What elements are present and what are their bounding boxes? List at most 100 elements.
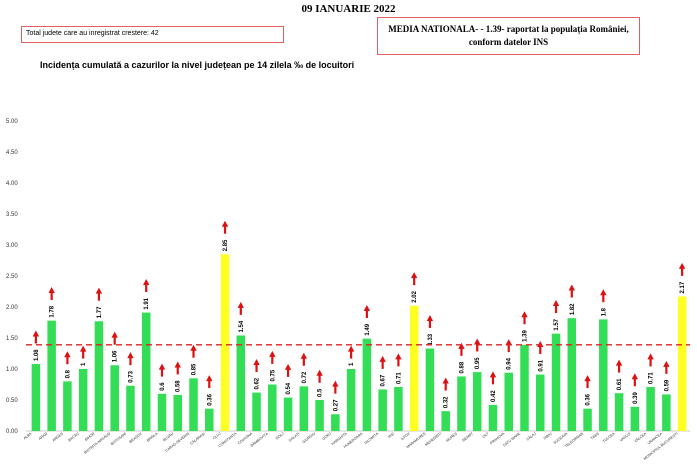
bar xyxy=(110,365,119,431)
category-label: ARGEȘ xyxy=(52,431,65,442)
increase-arrow-head xyxy=(143,278,150,285)
bar xyxy=(173,395,182,431)
value-label: 1.77 xyxy=(97,306,103,318)
category-label: GALAȚI xyxy=(288,432,301,443)
bar xyxy=(583,408,592,431)
value-label: 0.39 xyxy=(633,391,639,403)
bar xyxy=(283,397,293,431)
bar xyxy=(662,394,671,431)
value-label: 0.72 xyxy=(302,371,308,383)
increase-arrow-head xyxy=(600,289,607,296)
bar xyxy=(47,320,56,431)
value-label: 2.17 xyxy=(680,281,686,293)
category-label: VASLUI xyxy=(619,432,631,443)
increase-arrow-head xyxy=(237,301,244,308)
increase-arrow-head xyxy=(521,311,528,318)
chart-title: Incidența cumulată a cazurilor la nivel … xyxy=(40,60,355,70)
increase-arrow-head xyxy=(206,375,213,382)
report-date: 09 IANUARIE 2022 xyxy=(301,3,396,15)
category-label: TIMIȘ xyxy=(590,431,600,440)
increase-arrow-head xyxy=(111,331,118,338)
increase-arrow-head xyxy=(347,345,355,352)
growth-counties-text: Total judete care au inregistrat crester… xyxy=(26,30,159,37)
increase-arrow-head xyxy=(442,377,449,384)
value-label: 0.6 xyxy=(160,382,166,391)
increase-arrow-head xyxy=(647,353,654,360)
increase-arrow-head xyxy=(300,352,308,359)
category-label: IAȘI xyxy=(387,432,395,439)
bar xyxy=(599,319,608,431)
increase-arrow-head xyxy=(537,340,544,347)
bar xyxy=(299,386,309,431)
value-label: 0.5 xyxy=(318,388,324,397)
value-label: 1.91 xyxy=(144,297,150,309)
increase-arrow-head xyxy=(32,330,40,337)
value-label: 1.08 xyxy=(34,349,40,361)
increase-arrow-head xyxy=(95,287,103,294)
value-label: 0.27 xyxy=(333,399,339,411)
growth-counties-box: Total judete care au inregistrat crester… xyxy=(21,26,284,43)
value-label: 1 xyxy=(349,362,355,366)
category-label: OLT xyxy=(482,431,490,439)
bar xyxy=(614,393,624,431)
value-label: 0.67 xyxy=(381,374,387,386)
increase-arrow-head xyxy=(631,373,639,380)
category-label: TULCEA xyxy=(602,431,616,443)
increase-arrow-head xyxy=(505,339,512,346)
value-label: 1 xyxy=(81,362,87,366)
y-tick-label: 2.00 xyxy=(6,305,18,311)
increase-arrow-head xyxy=(79,345,87,352)
increase-arrow-head xyxy=(410,272,418,279)
bar xyxy=(441,411,450,431)
value-label: 0.95 xyxy=(475,357,481,369)
value-label: 0.94 xyxy=(507,357,513,369)
category-label: MUREȘ xyxy=(445,431,458,443)
value-label: 0.75 xyxy=(270,369,276,381)
category-label: SIBIU xyxy=(543,431,553,440)
category-label: MEHEDINȚI xyxy=(424,432,442,447)
category-label: BIHOR xyxy=(84,431,96,441)
y-tick-label: 1.00 xyxy=(6,367,18,373)
bar xyxy=(157,393,167,431)
increase-arrow-head xyxy=(363,305,371,312)
bar xyxy=(520,344,529,431)
y-tick-label: 0.50 xyxy=(6,398,18,404)
bar xyxy=(189,378,198,431)
value-label: 2.02 xyxy=(412,290,418,302)
bar xyxy=(567,318,577,431)
category-label: SATU MARE xyxy=(502,431,521,447)
bar xyxy=(315,400,324,431)
increase-arrow-head xyxy=(269,350,276,357)
increase-arrow-head xyxy=(64,351,71,358)
increase-arrow-head xyxy=(584,375,591,382)
increase-arrow-head xyxy=(284,363,292,370)
category-label: BUZĂU xyxy=(162,431,174,442)
value-label: 0.32 xyxy=(444,396,450,408)
category-label: ALBA xyxy=(23,431,33,440)
value-label: 0.8 xyxy=(65,369,71,378)
y-tick-label: 3.00 xyxy=(6,243,18,249)
bar xyxy=(141,312,151,431)
increase-arrow-head xyxy=(552,300,560,307)
bar xyxy=(677,296,687,431)
value-label: 0.73 xyxy=(128,370,134,382)
increase-arrow-head xyxy=(568,284,575,291)
value-label: 0.62 xyxy=(255,377,261,389)
increase-arrow-head xyxy=(458,342,465,349)
bar xyxy=(63,381,72,431)
value-label: 1.78 xyxy=(50,305,56,317)
increase-arrow-head xyxy=(316,369,323,376)
value-label: 1.57 xyxy=(554,318,560,330)
bar xyxy=(78,369,88,431)
category-label: SĂLAJ xyxy=(526,432,537,442)
increase-arrow-head xyxy=(253,358,260,365)
value-label: 1.54 xyxy=(239,320,245,332)
bar xyxy=(220,254,230,431)
bar xyxy=(236,335,246,431)
y-tick-label: 2.50 xyxy=(6,274,18,280)
category-label: DOLJ xyxy=(275,432,285,441)
value-label: 0.42 xyxy=(491,390,497,402)
increase-arrow-head xyxy=(426,314,434,321)
value-label: 0.59 xyxy=(664,379,670,391)
bar xyxy=(425,348,435,431)
